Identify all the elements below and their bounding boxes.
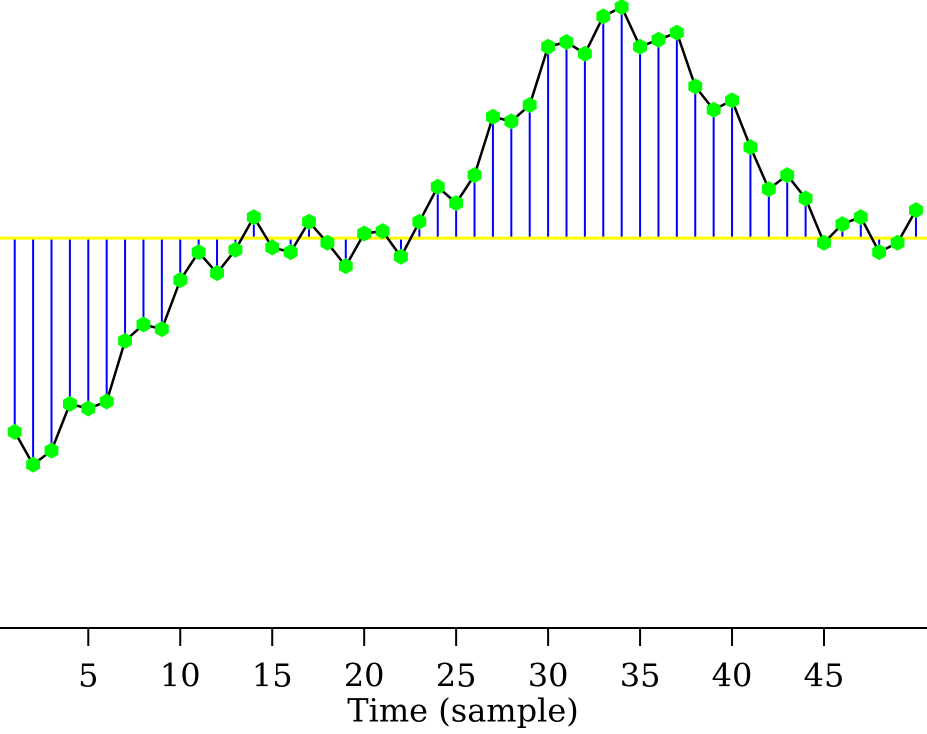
marker xyxy=(173,272,188,289)
marker xyxy=(44,442,59,459)
marker xyxy=(835,216,850,233)
marker xyxy=(817,234,831,251)
marker xyxy=(375,223,390,240)
marker xyxy=(118,332,132,349)
marker xyxy=(430,178,445,195)
marker xyxy=(26,456,41,473)
marker xyxy=(614,0,629,16)
x-tick-label: 30 xyxy=(528,657,569,695)
x-tick-label: 40 xyxy=(712,657,753,695)
marker xyxy=(210,265,224,282)
marker xyxy=(743,139,758,156)
marker xyxy=(909,202,923,219)
marker xyxy=(357,225,372,242)
marker xyxy=(596,8,611,25)
marker xyxy=(302,213,316,230)
marker xyxy=(136,316,151,333)
x-tick-label: 20 xyxy=(344,657,385,695)
marker xyxy=(577,45,592,62)
marker xyxy=(412,213,427,230)
marker xyxy=(559,34,574,51)
marker xyxy=(688,78,703,95)
marker xyxy=(504,113,519,130)
x-tick-label: 10 xyxy=(160,657,201,695)
marker xyxy=(7,423,22,440)
marker xyxy=(541,38,556,55)
marker xyxy=(246,209,261,226)
marker xyxy=(467,167,482,184)
marker xyxy=(320,234,335,251)
marker xyxy=(706,101,721,118)
marker xyxy=(761,181,776,198)
x-tick-label: 45 xyxy=(804,657,845,695)
marker xyxy=(798,190,813,207)
marker xyxy=(154,321,169,338)
signal-line xyxy=(13,5,918,467)
marker xyxy=(99,393,114,410)
marker xyxy=(522,97,537,114)
x-tick-label: 5 xyxy=(78,657,98,695)
marker xyxy=(228,241,243,258)
x-tick-label: 35 xyxy=(620,657,661,695)
x-tick-label: 25 xyxy=(436,657,477,695)
marker xyxy=(725,92,739,109)
marker xyxy=(633,38,647,55)
marker xyxy=(62,395,77,412)
marker xyxy=(394,248,408,265)
marker xyxy=(81,400,96,417)
marker xyxy=(669,24,684,41)
marker xyxy=(338,258,353,275)
marker xyxy=(853,209,868,226)
marker xyxy=(780,167,795,184)
x-axis-label: Time (sample) xyxy=(347,692,579,730)
marker xyxy=(651,31,666,48)
marker xyxy=(265,239,280,256)
marker xyxy=(449,195,464,212)
marker xyxy=(283,244,298,261)
marker xyxy=(890,234,905,251)
marker xyxy=(872,244,887,261)
marker xyxy=(486,108,500,125)
marker xyxy=(191,244,206,261)
x-tick-label: 15 xyxy=(252,657,293,695)
